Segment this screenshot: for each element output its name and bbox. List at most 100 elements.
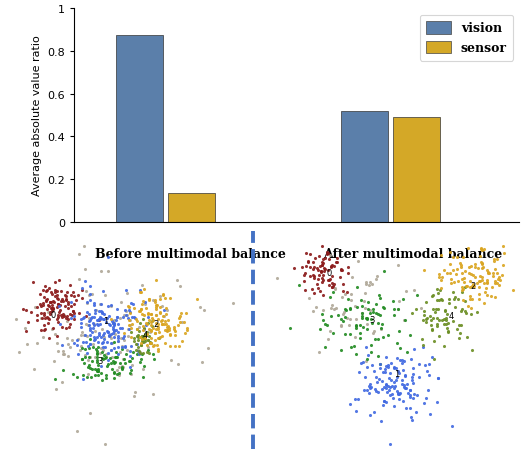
Point [136,342,145,349]
Point [70,312,78,319]
Point [91,336,99,344]
Point [330,263,338,270]
Point [319,316,327,324]
Point [83,333,91,340]
Point [58,311,67,319]
Point [433,321,441,328]
Point [405,394,414,401]
Point [376,361,384,368]
Point [134,333,142,341]
Point [380,268,388,275]
Point [478,277,487,285]
Point [93,354,102,361]
Point [89,344,98,351]
Point [63,334,71,342]
Point [337,321,345,329]
Point [110,321,119,328]
Text: 2: 2 [153,319,158,328]
Point [135,324,144,332]
Point [385,369,394,377]
Point [74,251,83,258]
Point [337,266,346,273]
Point [450,296,458,303]
Point [379,397,388,405]
Point [74,310,83,317]
Point [95,321,104,328]
Point [103,363,111,370]
Point [367,341,375,349]
Point [41,314,49,322]
Point [77,315,86,323]
Point [474,284,483,291]
Point [122,287,130,294]
Point [329,306,338,313]
Point [43,301,52,309]
Point [323,249,331,256]
Point [49,304,58,312]
Point [39,301,47,309]
Point [390,379,398,386]
Point [108,317,116,325]
Point [469,283,478,290]
Point [458,306,466,313]
Point [66,310,74,318]
Point [40,327,49,334]
Point [425,371,433,379]
Point [381,365,389,372]
Point [51,289,60,296]
Point [139,366,147,373]
Point [93,334,101,341]
Point [81,354,90,362]
Point [180,319,189,326]
Point [174,343,183,350]
Point [89,341,97,348]
Point [478,247,487,254]
Point [56,301,65,309]
Point [148,317,156,325]
Point [379,369,387,376]
Point [112,348,120,356]
Point [372,374,381,381]
Point [390,363,399,371]
Point [121,307,129,314]
Point [356,297,365,304]
Point [129,349,138,357]
Point [137,305,145,313]
Point [374,310,382,318]
Point [456,329,464,337]
Point [173,277,182,284]
Point [396,390,404,397]
Point [96,316,104,323]
Point [61,291,69,299]
Point [152,326,161,333]
Point [498,272,506,280]
Point [458,284,466,292]
Point [326,264,335,272]
Point [37,326,45,334]
Point [432,323,441,330]
Point [317,310,326,318]
Point [102,315,110,322]
Point [117,335,126,342]
Point [401,371,409,378]
Point [96,344,105,351]
Point [302,250,310,257]
Point [128,362,136,369]
Point [442,320,450,328]
Point [124,332,132,340]
Point [61,325,70,332]
Point [163,327,171,334]
Point [147,310,156,318]
Text: 0: 0 [50,310,56,319]
Point [60,302,69,310]
Point [120,356,128,363]
Point [392,373,401,381]
Point [29,278,37,286]
Point [467,347,476,354]
Point [118,363,127,370]
Point [313,264,321,272]
Point [113,329,122,337]
Point [90,310,99,318]
Point [116,315,124,322]
Point [67,314,75,322]
